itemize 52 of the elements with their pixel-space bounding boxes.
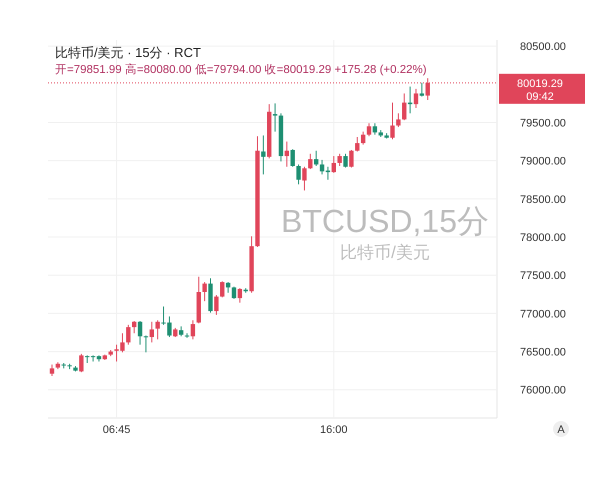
candlestick	[408, 86, 412, 114]
candlestick	[126, 324, 131, 346]
candlestick	[360, 131, 366, 146]
y-tick-label: 76000.00	[520, 384, 566, 397]
candlestick	[308, 153, 313, 170]
candlestick	[150, 321, 154, 343]
candlestick	[290, 148, 295, 168]
candlestick	[138, 320, 142, 346]
candlestick	[314, 150, 318, 166]
candlestick	[420, 82, 424, 98]
text: A	[557, 424, 566, 436]
candlestick	[284, 141, 290, 168]
ref-line-label: 80019.29	[517, 78, 563, 90]
candlestick	[402, 92, 406, 121]
candlestick	[79, 353, 84, 373]
candlestick	[296, 164, 301, 185]
y-tick-label: 77500.00	[520, 270, 566, 282]
candlestick	[261, 134, 266, 175]
candlestick	[343, 153, 348, 168]
text: 开=79851.99 高=80080.00 低=79794.00 收=80019.29 +175.28 (+0.22%)	[55, 62, 427, 76]
x-tick-label: 16:00	[320, 424, 348, 436]
candlestick	[332, 156, 336, 174]
candlestick	[155, 320, 160, 340]
candlestick	[190, 320, 196, 340]
candlestick	[202, 282, 207, 302]
candlestick	[144, 335, 148, 353]
annotation: 比特币/美元	[340, 243, 430, 262]
candlestick	[220, 280, 224, 298]
candlestick	[372, 122, 378, 136]
candlestick	[238, 288, 242, 304]
annotation: BTCUSD,15分	[280, 203, 490, 239]
candlestick	[173, 327, 178, 338]
candlestick	[272, 102, 278, 132]
chart-title: 比特币/美元 · 15分 · RCT	[55, 45, 201, 60]
candlestick	[302, 166, 307, 191]
y-tick-label: 76500.00	[520, 346, 566, 359]
candlestick	[178, 326, 184, 337]
candlestick	[214, 294, 219, 316]
x-tick-label: 06:45	[102, 424, 130, 436]
candlestick	[349, 149, 354, 168]
candlestick	[226, 282, 230, 294]
y-tick-label: 78000.00	[520, 232, 566, 244]
y-tick-label: 79000.00	[520, 156, 566, 168]
y-tick-label: 78500.00	[520, 194, 566, 206]
candlestick	[132, 320, 136, 334]
y-tick-label: 79500.00	[520, 117, 566, 130]
y-tick-label: 80500.00	[520, 41, 566, 54]
candlestick	[355, 136, 360, 152]
text: 09:42	[526, 90, 554, 103]
y-tick-label: 77000.00	[520, 308, 566, 320]
candlestick	[396, 112, 401, 128]
candlestick	[337, 153, 342, 166]
